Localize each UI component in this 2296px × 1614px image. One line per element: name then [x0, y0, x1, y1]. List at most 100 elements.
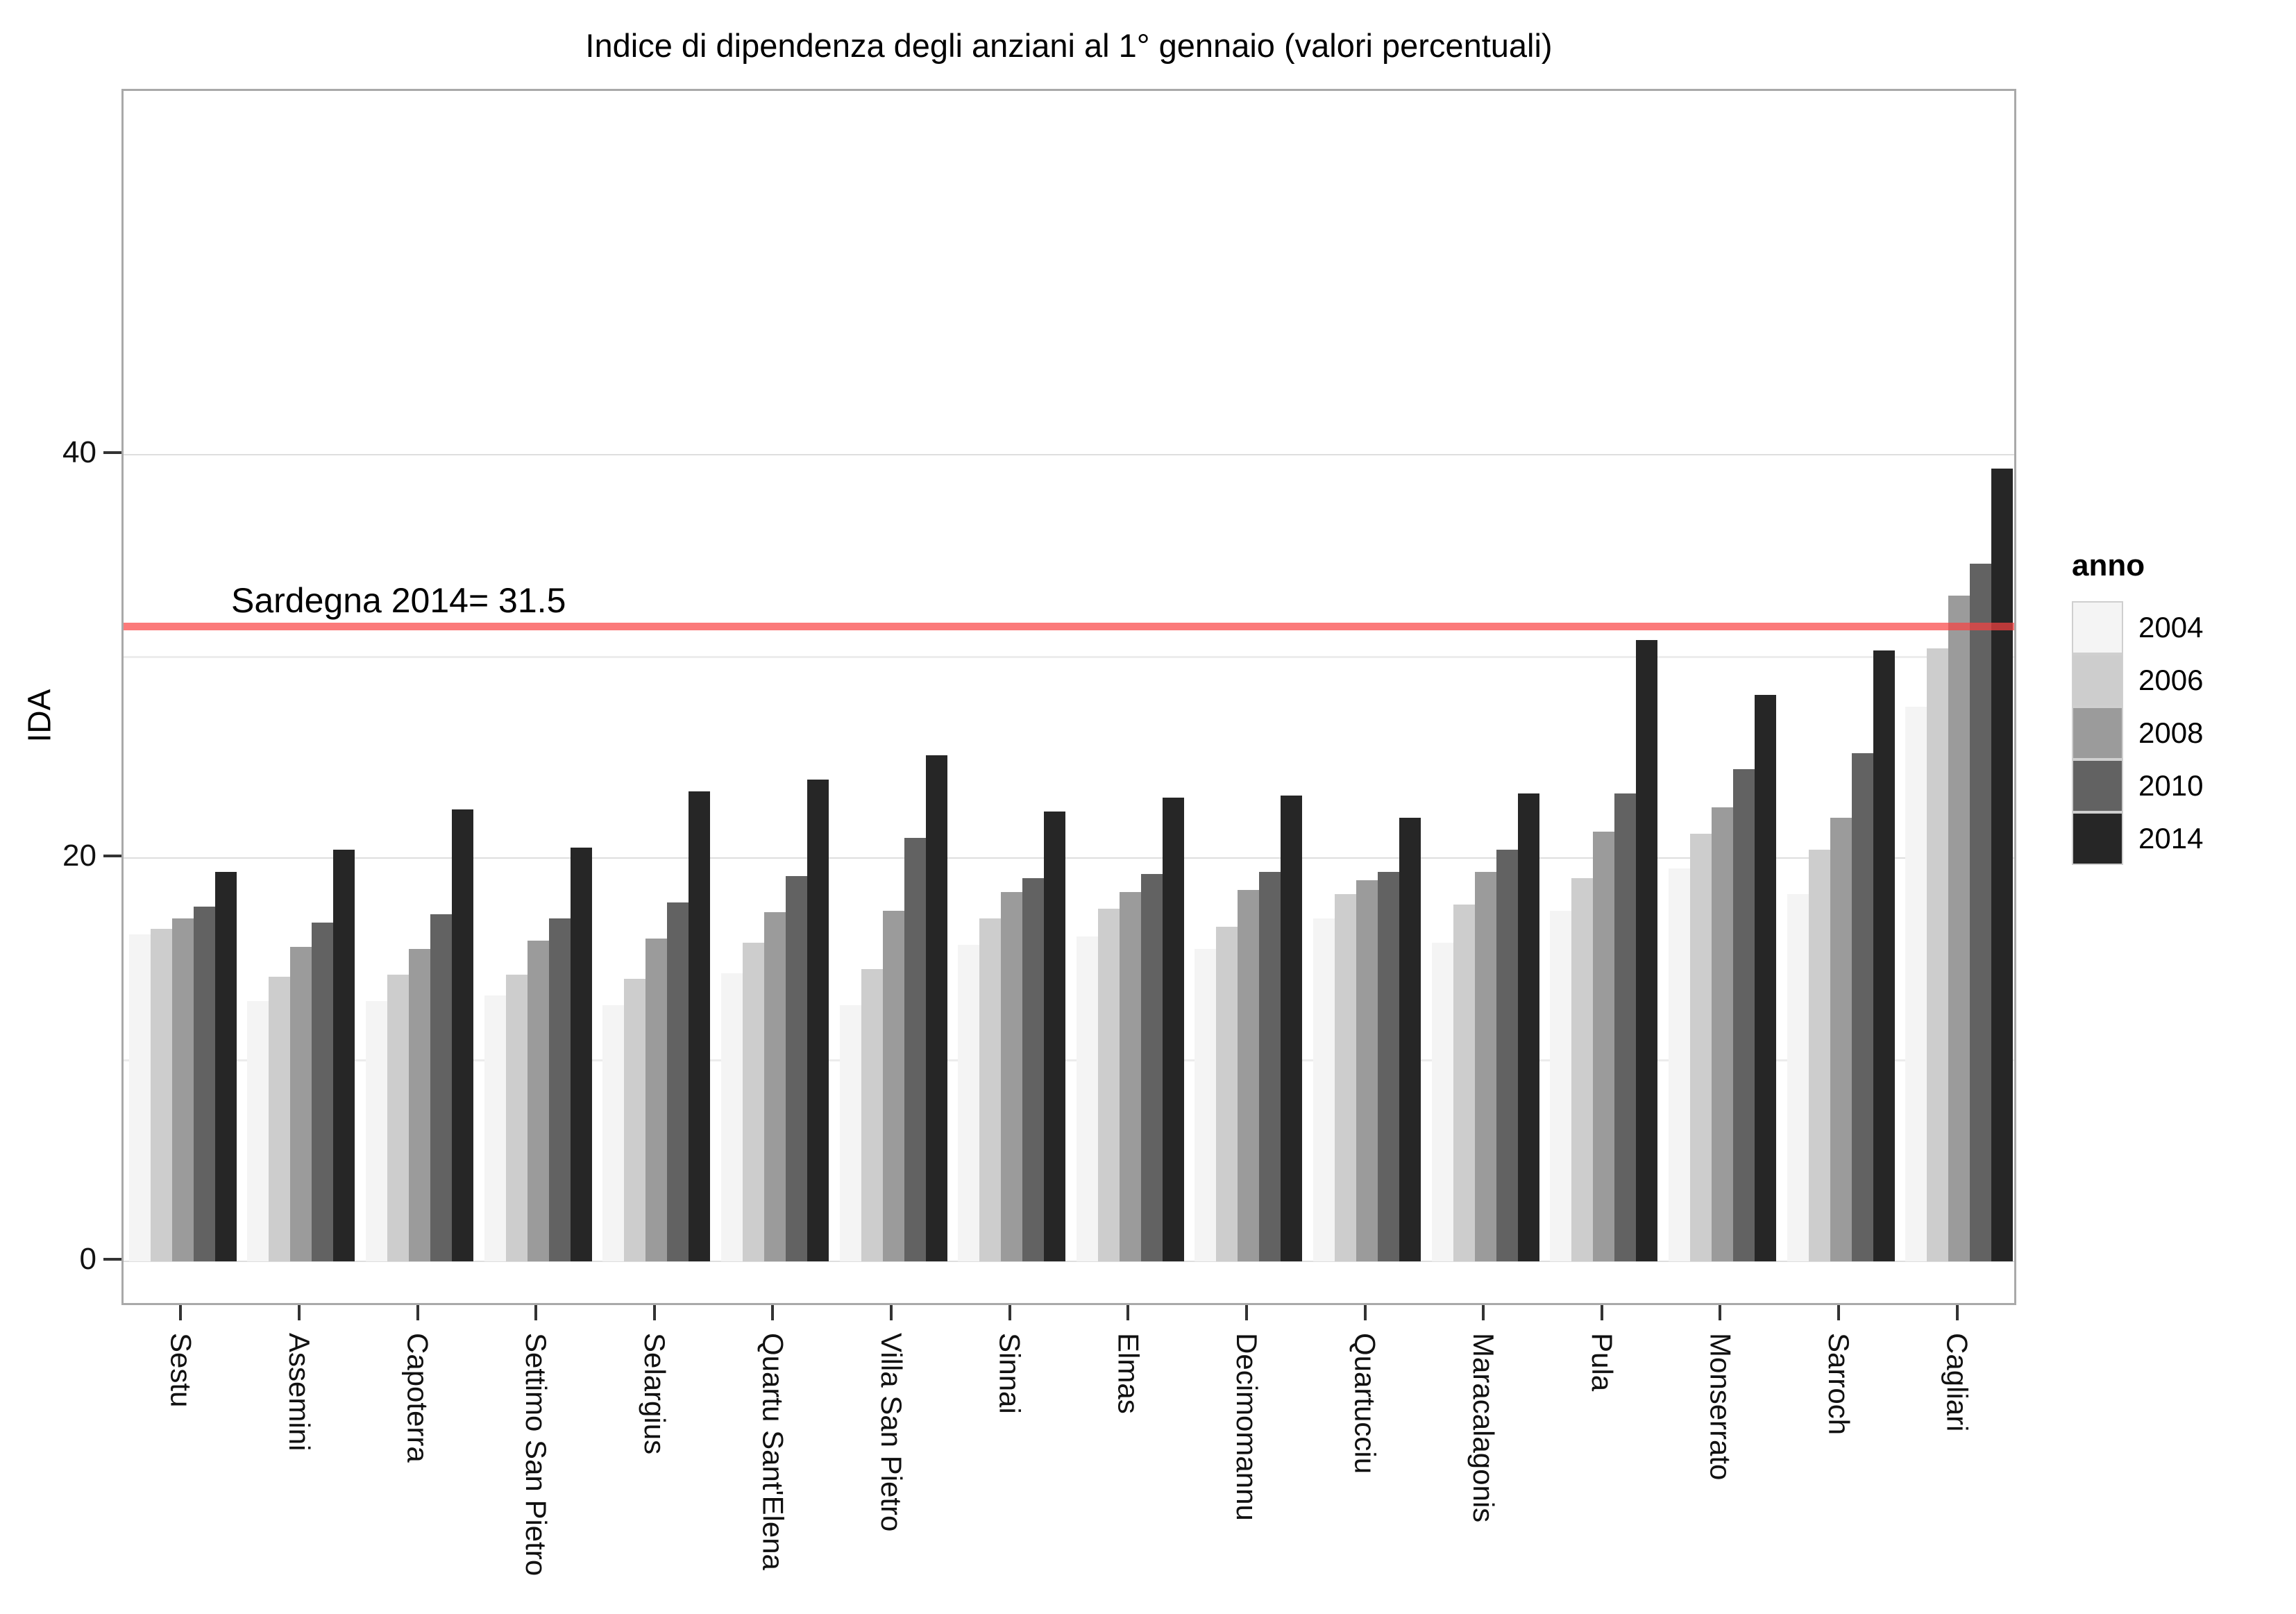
gridline-major: [124, 1261, 2014, 1262]
y-axis-title: IDA: [21, 689, 58, 743]
bar-Pula-2006: [1571, 878, 1594, 1261]
bar-Elmas-2004: [1076, 936, 1098, 1261]
bar-Quartu Sant'Elena-2008: [763, 912, 786, 1261]
bar-Capoterra-2014: [452, 809, 474, 1261]
bar-Cagliari-2014: [1991, 469, 2014, 1261]
legend-label: 2004: [2138, 611, 2204, 644]
x-tick-label-Quartucciu: Quartucciu: [1349, 1333, 1382, 1474]
x-tick-mark: [179, 1305, 183, 1320]
bar-Selargius-2006: [624, 979, 646, 1261]
bar-Sarroch-2014: [1873, 650, 1895, 1261]
x-tick-label-Villa San Pietro: Villa San Pietro: [875, 1333, 909, 1532]
x-tick-mark: [1363, 1305, 1367, 1320]
x-tick-mark: [297, 1305, 301, 1320]
bar-Assemini-2014: [333, 850, 355, 1261]
legend-entry-2006: 2006: [2072, 654, 2294, 707]
x-tick-mark: [1008, 1305, 1011, 1320]
bar-Quartucciu-2010: [1378, 872, 1400, 1261]
bar-Decimomannu-2004: [1195, 948, 1217, 1261]
x-tick-mark: [1955, 1305, 1959, 1320]
gridline-minor: [124, 655, 2014, 658]
bar-Pula-2014: [1636, 640, 1658, 1261]
bar-Capoterra-2008: [409, 948, 431, 1261]
bar-Maracalagonis-2008: [1474, 872, 1496, 1261]
bar-Quartucciu-2014: [1399, 817, 1421, 1261]
legend-entry-2008: 2008: [2072, 707, 2294, 759]
chart-title: Indice di dipendenza degli anziani al 1°…: [585, 27, 1553, 64]
bar-Sinnai-2004: [958, 944, 980, 1261]
bar-Assemini-2006: [269, 977, 291, 1261]
legend-swatch-2008: [2072, 707, 2123, 759]
bar-Cagliari-2008: [1948, 596, 1970, 1261]
bar-Maracalagonis-2004: [1431, 943, 1453, 1261]
x-tick-label-Cagliari: Cagliari: [1941, 1333, 1974, 1432]
bar-Cagliari-2006: [1927, 648, 1949, 1261]
bar-Assemini-2008: [290, 946, 312, 1261]
x-tick-mark: [771, 1305, 775, 1320]
x-tick-mark: [1126, 1305, 1130, 1320]
bar-Quartu Sant'Elena-2010: [785, 876, 807, 1261]
bar-Assemini-2010: [312, 922, 334, 1261]
bar-Settimo San Pietro-2014: [570, 848, 592, 1261]
bar-Quartu Sant'Elena-2004: [720, 973, 743, 1261]
bar-Sestu-2010: [193, 906, 215, 1261]
bar-Sarroch-2004: [1787, 894, 1809, 1261]
bar-Settimo San Pietro-2008: [527, 941, 549, 1261]
bar-Sestu-2004: [128, 934, 151, 1261]
bar-Settimo San Pietro-2010: [548, 918, 571, 1261]
bar-Villa San Pietro-2006: [861, 968, 883, 1261]
bar-Monserrato-2004: [1668, 868, 1690, 1261]
legend-swatch-2006: [2072, 654, 2123, 707]
bar-Settimo San Pietro-2004: [484, 995, 506, 1261]
bar-Sarroch-2006: [1808, 850, 1830, 1261]
gridline-minor: [124, 1059, 2014, 1061]
x-tick-label-Assemini: Assemini: [282, 1333, 316, 1452]
bar-Elmas-2008: [1119, 892, 1141, 1261]
y-tick-label: 40: [62, 435, 96, 469]
bar-Sinnai-2010: [1022, 878, 1045, 1261]
bar-Decimomannu-2006: [1216, 926, 1238, 1261]
legend-label: 2010: [2138, 769, 2204, 802]
x-tick-label-Capoterra: Capoterra: [401, 1333, 434, 1463]
bar-Pula-2008: [1593, 832, 1615, 1261]
gridline-major: [124, 857, 2014, 859]
bar-Sinnai-2006: [979, 918, 1002, 1261]
x-tick-mark: [1482, 1305, 1485, 1320]
legend-swatch-2014: [2072, 812, 2123, 865]
bar-Villa San Pietro-2014: [925, 755, 947, 1261]
bar-Villa San Pietro-2008: [882, 910, 904, 1261]
x-tick-label-Sarroch: Sarroch: [1823, 1333, 1856, 1436]
y-tick-label: 0: [79, 1242, 96, 1276]
bar-Quartucciu-2008: [1356, 880, 1378, 1261]
bar-Elmas-2010: [1140, 874, 1163, 1261]
bar-Monserrato-2008: [1711, 807, 1733, 1261]
x-tick-mark: [1837, 1305, 1841, 1320]
x-tick-mark: [652, 1305, 656, 1320]
legend-label: 2006: [2138, 664, 2204, 696]
bar-Capoterra-2010: [430, 914, 453, 1261]
x-tick-label-Decimomannu: Decimomannu: [1230, 1333, 1263, 1521]
x-tick-label-Quartu Sant'Elena: Quartu Sant'Elena: [757, 1333, 790, 1570]
x-tick-label-Sinnai: Sinnai: [993, 1333, 1027, 1414]
bar-Quartucciu-2006: [1335, 894, 1357, 1261]
bar-Sinnai-2008: [1001, 892, 1023, 1261]
bar-Maracalagonis-2010: [1496, 850, 1518, 1261]
x-tick-mark: [1244, 1305, 1248, 1320]
legend-entries: 2004 2006 2008 2010 2014: [2072, 601, 2294, 865]
x-tick-label-Selargius: Selargius: [638, 1333, 671, 1455]
x-tick-mark: [890, 1305, 893, 1320]
bar-Cagliari-2010: [1970, 563, 1992, 1261]
gridline-major: [124, 454, 2014, 455]
bar-Capoterra-2004: [366, 1001, 388, 1261]
legend-label: 2014: [2138, 822, 2204, 855]
bar-Sestu-2014: [214, 872, 237, 1261]
bar-Selargius-2004: [602, 1005, 625, 1261]
x-tick-label-Elmas: Elmas: [1112, 1333, 1145, 1414]
bar-Decimomannu-2014: [1281, 795, 1303, 1261]
x-tick-mark: [1600, 1305, 1603, 1320]
y-tick-label: 20: [62, 839, 96, 873]
x-tick-mark: [534, 1305, 538, 1320]
y-tick-mark: [103, 1258, 121, 1261]
bar-Selargius-2008: [645, 939, 668, 1261]
